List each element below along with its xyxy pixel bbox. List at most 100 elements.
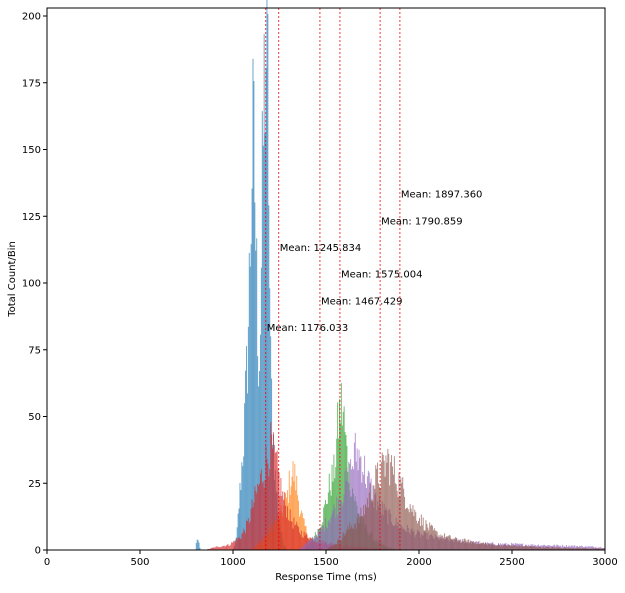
histogram-bar (224, 546, 225, 550)
histogram-bar (251, 509, 252, 550)
histogram-bar (239, 537, 240, 550)
y-axis-label: Total Count/Bin (7, 241, 18, 318)
mean-label-3: Mean: 1467.429 (321, 296, 403, 307)
histogram-bar (392, 466, 393, 550)
histogram-bar (259, 484, 260, 550)
histogram-bar (515, 546, 516, 550)
histogram-bar (284, 492, 285, 550)
histogram-bar (389, 485, 390, 550)
histogram-bar (459, 541, 460, 550)
histogram-bar (253, 507, 254, 550)
histogram-bar (476, 544, 477, 550)
histogram-bar (250, 521, 251, 550)
histogram-bar (317, 538, 318, 550)
histogram-bar (349, 523, 350, 550)
histogram-bar (395, 483, 396, 550)
histogram-bar (251, 244, 252, 550)
histogram-bar (244, 531, 245, 550)
y-tick-label: 0 (35, 546, 41, 557)
histogram-bar (332, 514, 333, 550)
histogram-bar (199, 543, 200, 550)
histogram-bar (417, 523, 418, 550)
histogram-bar (495, 546, 496, 550)
histogram-bar (512, 546, 513, 550)
histogram-bar (408, 509, 409, 550)
histogram-bar (333, 546, 334, 550)
x-tick-label: 500 (130, 557, 149, 568)
histogram-bar (424, 530, 425, 550)
histogram-bar (294, 526, 295, 550)
histogram-bar (311, 540, 312, 550)
histogram-bar (243, 529, 244, 550)
histogram-bar (374, 489, 375, 550)
histogram-bar (331, 546, 332, 550)
histogram-bar (437, 532, 438, 550)
histogram-bar (513, 545, 514, 550)
histogram-bar (507, 546, 508, 550)
histogram-bar (405, 509, 406, 550)
histogram-bar (313, 540, 314, 550)
histogram-bar (386, 455, 387, 550)
histogram-bar (304, 545, 305, 550)
histogram-bar (301, 531, 302, 550)
histogram-bar (250, 267, 251, 550)
histogram-bar (368, 507, 369, 550)
histogram-bar (241, 534, 242, 550)
histogram-bar (446, 536, 447, 550)
histogram-bar (367, 498, 368, 550)
histogram-bar (249, 523, 250, 550)
histogram-bar (383, 455, 384, 550)
mean-label-2: Mean: 1575.004 (341, 270, 423, 281)
histogram-bar (364, 515, 365, 550)
histogram-bar (265, 480, 266, 550)
histogram-bar (539, 546, 540, 550)
histogram-bar (457, 540, 458, 550)
histogram-bar (240, 539, 241, 550)
histogram-bar (463, 542, 464, 550)
histogram-bar (413, 516, 414, 550)
histogram-bar (527, 546, 528, 550)
x-axis-label: Response Time (ms) (275, 572, 377, 583)
histogram-bar (410, 504, 411, 550)
histogram-bar (489, 544, 490, 550)
histogram-bar (230, 545, 231, 550)
x-tick-label: 2500 (499, 557, 524, 568)
histogram-bar (506, 546, 507, 550)
histogram-bar (462, 539, 463, 550)
histogram-bar (499, 545, 500, 550)
y-tick-label: 25 (28, 479, 41, 490)
histogram-bar (316, 535, 317, 550)
histogram-bar (355, 523, 356, 550)
histogram-bar (256, 493, 257, 550)
histogram-bar (315, 538, 316, 550)
histogram-bar (475, 542, 476, 550)
histogram-bar (443, 538, 444, 550)
histogram-bar (466, 543, 467, 550)
y-tick-label: 175 (22, 78, 41, 89)
mean-label-4: Mean: 1790.859 (381, 216, 463, 227)
histogram-bar (223, 546, 224, 550)
histogram-bar (370, 484, 371, 550)
histogram-bar (510, 546, 511, 550)
histogram-bar (447, 536, 448, 550)
histogram-bar (237, 540, 238, 550)
histogram-bar (502, 546, 503, 550)
histogram-bar (269, 469, 270, 550)
histogram-bar (493, 545, 494, 550)
histogram-bar (411, 509, 412, 550)
histogram-bar (351, 526, 352, 550)
mean-label-1: Mean: 1245.834 (280, 243, 362, 254)
histogram-bar (344, 534, 345, 550)
histogram-bar (248, 518, 249, 550)
histogram-bar (359, 517, 360, 550)
histogram-bar (478, 544, 479, 550)
histogram-bar (369, 492, 370, 550)
histogram-bar (532, 546, 533, 550)
histogram-bar (281, 496, 282, 550)
histogram-bar (387, 449, 388, 550)
histogram-bar (231, 542, 232, 550)
histogram-bar (376, 469, 377, 550)
histogram-bar (468, 539, 469, 550)
histogram-bar (314, 536, 315, 550)
